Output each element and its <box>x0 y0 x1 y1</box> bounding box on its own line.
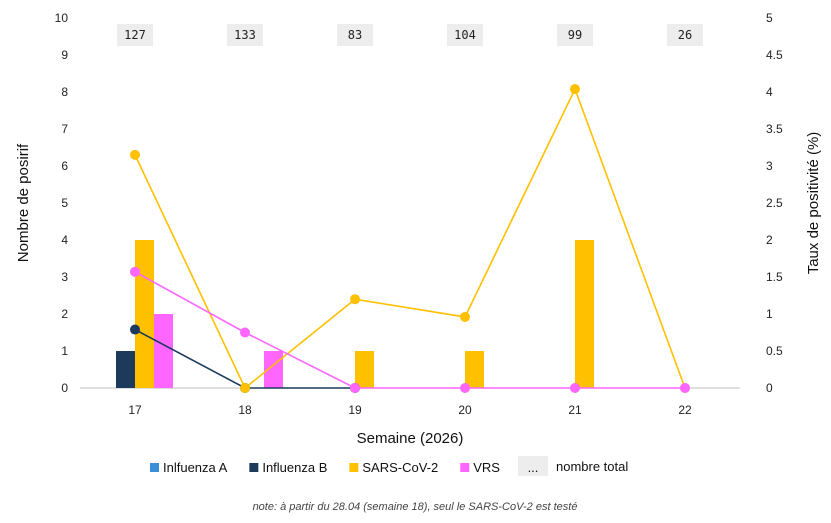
rate-point-sars-cov-2-18 <box>240 383 250 393</box>
total-box-5 <box>667 24 703 46</box>
y-tick-label-6: 6 <box>61 159 68 173</box>
total-label-2: 83 <box>348 28 362 42</box>
total-box-4 <box>557 24 593 46</box>
y2-tick-label-0: 0 <box>766 381 773 395</box>
total-box-2 <box>337 24 373 46</box>
total-label-1: 133 <box>234 28 256 42</box>
y2-tick-label-3: 1.5 <box>766 270 783 284</box>
total-label-4: 99 <box>568 28 582 42</box>
rate-point-vrs-17 <box>130 266 140 277</box>
legend-swatch-sars-cov-2 <box>349 463 359 472</box>
legend-label-sars-cov-2: SARS-CoV-2 <box>362 460 438 475</box>
legend-swatch-inlfuenza-a <box>150 463 159 472</box>
rate-point-sars-cov-2-21 <box>570 84 580 95</box>
total-label-0: 127 <box>124 28 146 42</box>
y-tick-label-10: 10 <box>55 11 69 25</box>
legend-label-vrs: VRS <box>473 460 500 475</box>
legend-swatch-vrs <box>460 463 470 472</box>
y2-axis-title: Taux de positivité (%) <box>805 132 822 275</box>
x-tick-label-1: 18 <box>238 403 252 417</box>
total-box-1 <box>227 24 263 46</box>
rate-point-vrs-22 <box>680 383 690 393</box>
y-tick-label-4: 4 <box>61 233 68 247</box>
bar-vrs-17 <box>154 314 173 388</box>
rate-point-vrs-18 <box>240 327 250 338</box>
y2-tick-label-2: 1 <box>766 307 773 321</box>
rate-line-vrs <box>134 271 685 389</box>
x-tick-label-3: 20 <box>458 403 472 417</box>
total-box-0 <box>117 24 153 46</box>
bar-influenza-b-17 <box>116 351 135 388</box>
y2-tick-label-6: 3 <box>766 159 773 173</box>
y2-tick-label-1: 0.5 <box>766 344 783 358</box>
legend-label-influenza-b: Influenza B <box>262 460 327 475</box>
bar-sars-cov-2-20 <box>465 351 484 388</box>
y2-tick-label-7: 3.5 <box>766 122 783 136</box>
legend-swatch-influenza-b <box>249 463 259 472</box>
y-tick-label-7: 7 <box>61 122 68 136</box>
rate-point-vrs-21 <box>570 383 580 393</box>
rate-line-sars-cov-2 <box>134 86 686 390</box>
x-axis-title: Semaine (2026) <box>357 430 464 447</box>
rate-point-sars-cov-2-17 <box>130 149 140 160</box>
y-tick-label-5: 5 <box>61 196 68 210</box>
total-label-5: 26 <box>678 28 692 42</box>
legend-label-inlfuenza-a: Inlfuenza A <box>163 460 228 475</box>
rate-point-sars-cov-2-19 <box>350 294 360 305</box>
bar-sars-cov-2-19 <box>355 351 374 388</box>
y-tick-label-8: 8 <box>61 85 68 99</box>
y2-tick-label-8: 4 <box>766 85 773 99</box>
y-tick-label-3: 3 <box>61 270 68 284</box>
rate-point-vrs-20 <box>460 383 470 393</box>
bar-sars-cov-2-17 <box>135 240 154 388</box>
y2-tick-label-4: 2 <box>766 233 773 247</box>
y-tick-label-1: 1 <box>61 344 68 358</box>
rate-point-sars-cov-2-20 <box>460 311 470 322</box>
chart-note: note: à partir du 28.04 (semaine 18), se… <box>253 501 578 513</box>
x-tick-label-0: 17 <box>128 403 142 417</box>
y-axis-title: Nombre de posirif <box>15 143 32 262</box>
x-tick-label-5: 22 <box>678 403 692 417</box>
bar-sars-cov-2-21 <box>575 240 594 388</box>
rate-point-vrs-19 <box>350 383 360 393</box>
rate-point-influenza-b-17 <box>130 324 140 335</box>
x-tick-label-4: 21 <box>568 403 582 417</box>
y-tick-label-0: 0 <box>61 381 68 395</box>
y-tick-label-2: 2 <box>61 307 68 321</box>
legend-swatch-total <box>517 456 548 476</box>
legend-label-total: nombre total <box>556 459 628 474</box>
legend-symbol-total: ... <box>528 460 539 475</box>
x-tick-label-2: 19 <box>348 403 362 417</box>
y2-tick-label-9: 4.5 <box>766 48 783 62</box>
y-tick-label-9: 9 <box>61 48 68 62</box>
y2-tick-label-10: 5 <box>766 11 773 25</box>
total-label-3: 104 <box>454 28 476 42</box>
y2-tick-label-5: 2.5 <box>766 196 783 210</box>
total-box-3 <box>447 24 483 46</box>
